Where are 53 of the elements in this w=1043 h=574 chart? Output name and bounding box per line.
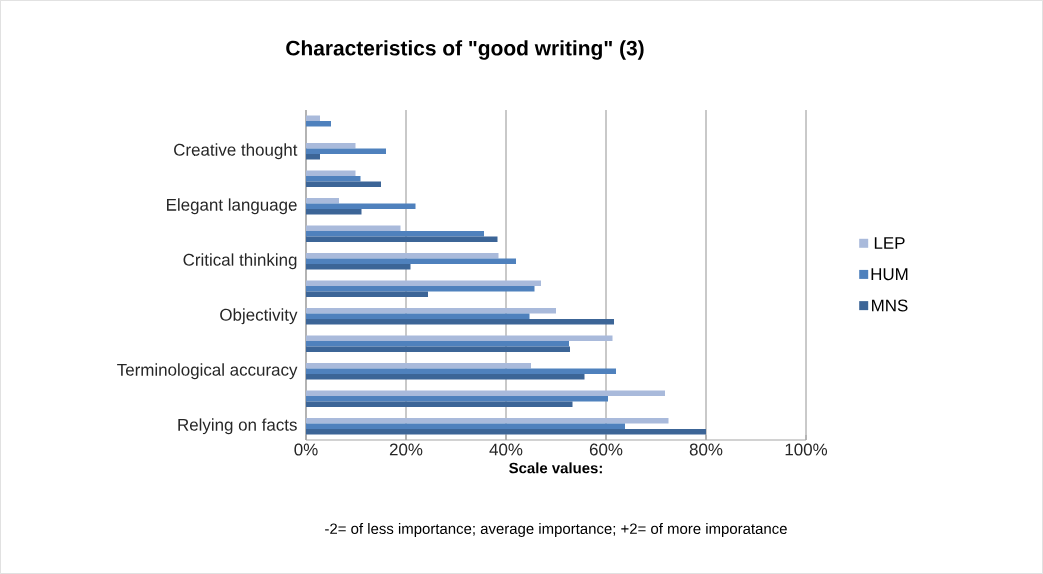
- bar: [306, 286, 535, 292]
- x-tick-label: 40%: [489, 443, 523, 456]
- x-tick-label: 0%: [294, 443, 318, 456]
- x-tick-label: 100%: [785, 443, 828, 456]
- legend-label: HUM: [871, 268, 908, 281]
- bar: [306, 374, 585, 380]
- bar: [306, 291, 428, 297]
- bar: [306, 363, 531, 369]
- bar: [306, 121, 331, 127]
- y-tick-label: Objectivity: [220, 308, 298, 325]
- y-tick-label: Critical thinking: [183, 253, 297, 270]
- chart-title: Characteristics of "good writing" (3): [286, 40, 644, 60]
- bar: [306, 313, 530, 319]
- bar: [306, 390, 665, 396]
- bar: [306, 181, 381, 187]
- legend-label: LEP: [874, 237, 905, 249]
- bar: [306, 280, 541, 286]
- bar: [306, 209, 362, 215]
- bar: [306, 236, 498, 242]
- y-tick-label: Terminological accuracy: [117, 363, 298, 380]
- bar: [306, 319, 614, 325]
- bar: [306, 154, 320, 160]
- bar: [306, 176, 361, 182]
- y-tick-label: Creative thought: [174, 143, 298, 160]
- bar: [306, 401, 573, 407]
- legend-label: MNS: [872, 299, 908, 312]
- bar: [306, 346, 570, 352]
- bar: [306, 341, 569, 347]
- bar: [306, 308, 556, 314]
- bar: [306, 264, 411, 270]
- bar: [306, 170, 356, 176]
- bar: [306, 231, 484, 237]
- x-tick-label: 80%: [689, 443, 723, 456]
- bar: [306, 429, 706, 435]
- bar: [306, 203, 416, 209]
- bar: [306, 418, 669, 424]
- bar: [306, 148, 386, 154]
- x-tick-label: 60%: [589, 443, 623, 456]
- bar: [306, 143, 356, 149]
- y-tick-label: Relying on facts: [178, 418, 297, 435]
- bar: [306, 225, 401, 231]
- bar: [306, 396, 608, 402]
- bar: [306, 368, 616, 374]
- bar: [306, 423, 625, 429]
- bar: [306, 253, 499, 259]
- text: -2= of less importance; average importance; +2= of more imporatance: [325, 523, 787, 537]
- x-tick-label: 20%: [389, 443, 423, 456]
- bar: [306, 335, 613, 341]
- x-axis-title: Scale values:: [509, 462, 602, 474]
- bar: [306, 115, 320, 121]
- y-tick-label: Elegant language: [167, 198, 297, 215]
- bar: [306, 198, 339, 204]
- bar: [306, 258, 516, 264]
